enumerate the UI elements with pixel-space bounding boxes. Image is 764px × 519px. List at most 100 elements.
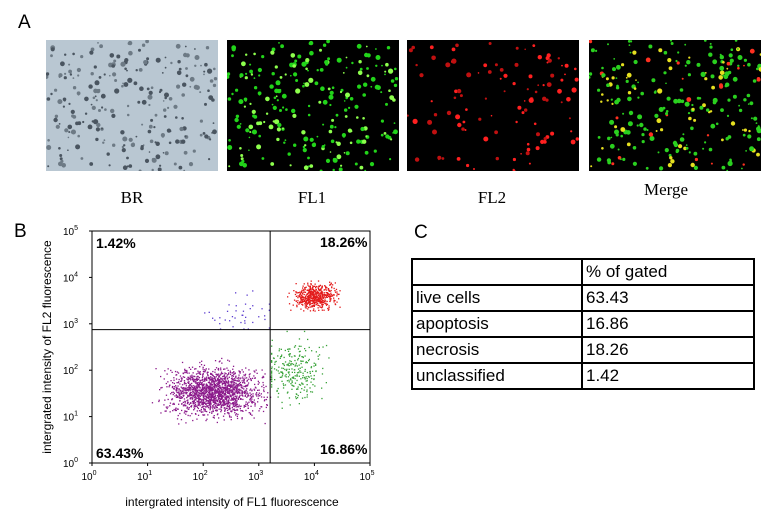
scatter-point: [233, 401, 236, 403]
scatter-point: [225, 378, 227, 380]
scatter-point: [320, 301, 322, 304]
scatter-point: [224, 388, 227, 391]
cell-dot: [385, 102, 388, 106]
cell-dot: [179, 126, 184, 132]
scatter-point: [288, 348, 290, 350]
scatter-point: [201, 382, 203, 384]
scatter-point: [191, 382, 193, 385]
scatter-point: [216, 378, 219, 381]
scatter-point: [218, 388, 220, 390]
cell-dot: [148, 124, 153, 129]
scatter-point: [210, 376, 212, 378]
cell-dot: [688, 116, 692, 121]
scatter-point: [233, 373, 235, 375]
cell-dot: [712, 59, 718, 65]
scatter-point: [199, 405, 201, 407]
scatter-point: [258, 392, 260, 394]
scatter-point: [310, 367, 312, 369]
cell-dot: [284, 73, 287, 76]
scatter-point: [311, 290, 313, 292]
scatter-point: [227, 378, 229, 380]
scatter-point: [189, 378, 191, 380]
scatter-point: [304, 378, 306, 380]
scatter-point: [332, 294, 334, 296]
scatter-point: [214, 360, 217, 362]
scatter-point: [230, 391, 232, 394]
scatter-point: [188, 385, 190, 387]
cell-dot: [706, 134, 710, 137]
cell-dot: [687, 112, 691, 115]
cell-dot: [667, 163, 672, 168]
scatter-point: [253, 388, 255, 390]
scatter-point: [241, 394, 243, 396]
scatter-point: [229, 402, 231, 404]
scatter-point: [265, 406, 267, 409]
scatter-point: [228, 406, 230, 408]
scatter-point: [313, 362, 315, 364]
cell-dot: [248, 124, 254, 130]
scatter-point: [183, 398, 186, 400]
scatter-point: [208, 404, 210, 406]
scatter-point: [278, 350, 280, 352]
scatter-point: [327, 288, 330, 290]
scatter-point: [298, 371, 300, 374]
cell-dot: [249, 102, 252, 105]
cell-dot: [375, 55, 381, 60]
cell-dot: [90, 47, 95, 52]
scatter-point: [207, 387, 209, 389]
scatter-point: [301, 292, 304, 295]
scatter-point: [208, 379, 211, 381]
scatter-point: [239, 372, 241, 374]
scatter-point: [229, 320, 231, 322]
scatter-point: [228, 381, 230, 383]
scatter-point: [200, 379, 202, 382]
scatter-point: [304, 296, 307, 298]
cell-dot: [256, 144, 262, 150]
scatter-point: [210, 387, 212, 390]
cell-dot: [547, 58, 552, 63]
scatter-point: [178, 378, 180, 381]
cell-dot: [737, 55, 743, 60]
cell-dot: [755, 122, 758, 124]
scatter-point: [319, 289, 321, 291]
scatter-point: [173, 379, 175, 381]
scatter-point: [174, 409, 177, 412]
cell-dot: [258, 74, 261, 77]
scatter-point: [308, 290, 310, 292]
scatter-point: [283, 363, 285, 365]
scatter-point: [321, 306, 324, 308]
scatter-point: [178, 395, 181, 397]
cell-dot: [524, 48, 526, 51]
cell-dot: [614, 129, 619, 135]
cell-dot: [466, 163, 470, 168]
cell-dot: [112, 143, 116, 147]
quad-ul-label: 1.42%: [96, 235, 136, 251]
cell-dot: [199, 119, 203, 123]
y-tick-label: 104: [63, 271, 78, 284]
scatter-point: [211, 407, 214, 409]
scatter-point: [190, 394, 192, 396]
scatter-point: [236, 400, 238, 402]
scatter-point: [231, 377, 233, 379]
cell-dot: [431, 55, 436, 61]
cell-dot: [388, 89, 391, 92]
scatter-point: [234, 386, 236, 389]
scatter-point: [313, 293, 315, 295]
scatter-point: [231, 407, 233, 409]
scatter-point: [227, 401, 229, 403]
cell-dot: [227, 75, 230, 79]
scatter-point: [271, 366, 273, 368]
scatter-point: [229, 390, 231, 392]
scatter-point: [173, 403, 175, 405]
cell-dot: [99, 44, 103, 49]
cell-dot: [393, 83, 398, 88]
cell-dot: [626, 142, 631, 147]
scatter-point: [246, 396, 248, 398]
scatter-point: [205, 390, 207, 393]
cell-dot: [756, 137, 761, 142]
scatter-point: [323, 301, 325, 303]
scatter-point: [313, 378, 315, 381]
scatter-point: [183, 412, 185, 414]
scatter-point: [227, 396, 230, 399]
cell-dot: [667, 58, 672, 63]
